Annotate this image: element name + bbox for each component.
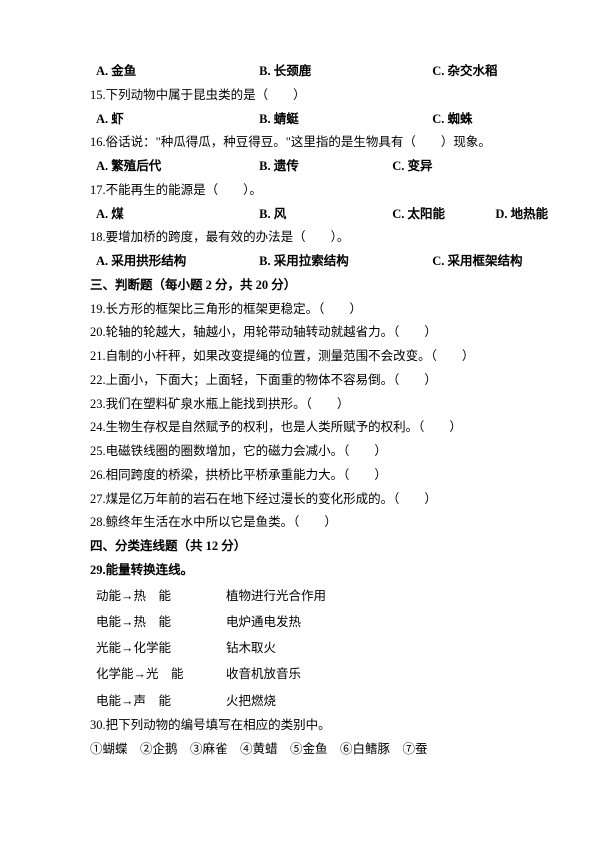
opt-b: B. 蜻蜓 [259, 108, 429, 132]
opt-a: A. 金鱼 [96, 60, 256, 84]
q29-left-0: 动能→热 能 [96, 583, 226, 609]
opt-a: A. 煤 [96, 203, 256, 227]
opt-c: C. 太阳能 [392, 203, 492, 227]
section-4-title: 四、分类连线题（共 12 分） [90, 535, 525, 559]
q29-table: 动能→热 能 电能→热 能 光能→化学能 化学能→光 能 电能→声 能 植物进行… [90, 583, 525, 714]
opt-c: C. 蜘蛛 [432, 108, 472, 132]
q29-left-4: 电能→声 能 [96, 688, 226, 714]
q30-stem: 30.把下列动物的编号填写在相应的类别中。 [90, 714, 525, 738]
opt-c: C. 变异 [392, 155, 432, 179]
judge-21: 21.自制的小杆秤，如果改变提绳的位置，测量范围不会改变。（ ） [90, 345, 525, 369]
section-3-title: 三、判断题（每小题 2 分，共 20 分） [90, 274, 525, 298]
q29-title: 29.能量转换连线。 [90, 559, 525, 583]
q17-stem: 17.不能再生的能源是（ ）。 [90, 179, 525, 203]
q16-stem: 16.俗话说："种瓜得瓜，种豆得豆。"这里指的是生物具有（ ）现象。 [90, 131, 525, 155]
q29-right-4: 火把燃烧 [226, 688, 525, 714]
q16-options: A. 繁殖后代 B. 遗传 C. 变异 [90, 155, 525, 179]
q30-items: ①蝴蝶 ②企鹅 ③麻雀 ④黄蜡 ⑤金鱼 ⑥白鳍豚 ⑦蚕 [90, 738, 525, 762]
q15-stem: 15.下列动物中属于昆虫类的是（ ） [90, 84, 525, 108]
judge-22: 22.上面小，下面大；上面轻，下面重的物体不容易倒。（ ） [90, 369, 525, 393]
q29-right-2: 钻木取火 [226, 635, 525, 661]
opt-c: C. 杂交水稻 [432, 60, 497, 84]
q29-left-2: 光能→化学能 [96, 635, 226, 661]
opt-b: B. 遗传 [259, 155, 389, 179]
q29-right-0: 植物进行光合作用 [226, 583, 525, 609]
opt-c: C. 采用框架结构 [432, 250, 522, 274]
judge-23: 23.我们在塑料矿泉水瓶上能找到拱形。（ ） [90, 393, 525, 417]
opt-b: B. 风 [259, 203, 389, 227]
opt-b: B. 长颈鹿 [259, 60, 429, 84]
judge-27: 27.煤是亿万年前的岩石在地下经过漫长的变化形成的。（ ） [90, 488, 525, 512]
q29-right-1: 电炉通电发热 [226, 609, 525, 635]
judge-20: 20.轮轴的轮越大，轴越小，用轮带动轴转动就越省力。（ ） [90, 321, 525, 345]
q15-options: A. 虾 B. 蜻蜓 C. 蜘蛛 [90, 108, 525, 132]
judge-24: 24.生物生存权是自然赋予的权利，也是人类所赋予的权利。（ ） [90, 416, 525, 440]
judge-26: 26.相同跨度的桥梁，拱桥比平桥承重能力大。（ ） [90, 464, 525, 488]
q18-stem: 18.要增加桥的跨度，最有效的办法是（ ）。 [90, 226, 525, 250]
opt-b: B. 采用拉索结构 [259, 250, 429, 274]
q14-options: A. 金鱼 B. 长颈鹿 C. 杂交水稻 [90, 60, 525, 84]
opt-a: A. 繁殖后代 [96, 155, 256, 179]
judge-28: 28.鲸终年生活在水中所以它是鱼类。（ ） [90, 511, 525, 535]
opt-d: D. 地热能 [495, 203, 548, 227]
q29-right-3: 收音机放音乐 [226, 661, 525, 687]
q18-options: A. 采用拱形结构 B. 采用拉索结构 C. 采用框架结构 [90, 250, 525, 274]
opt-a: A. 采用拱形结构 [96, 250, 256, 274]
judge-25: 25.电磁铁线圈的圈数增加，它的磁力会减小。（ ） [90, 440, 525, 464]
q17-options: A. 煤 B. 风 C. 太阳能 D. 地热能 [90, 203, 525, 227]
opt-a: A. 虾 [96, 108, 256, 132]
q29-left-1: 电能→热 能 [96, 609, 226, 635]
judge-19: 19.长方形的框架比三角形的框架更稳定。（ ） [90, 298, 525, 322]
q29-left-3: 化学能→光 能 [96, 661, 226, 687]
